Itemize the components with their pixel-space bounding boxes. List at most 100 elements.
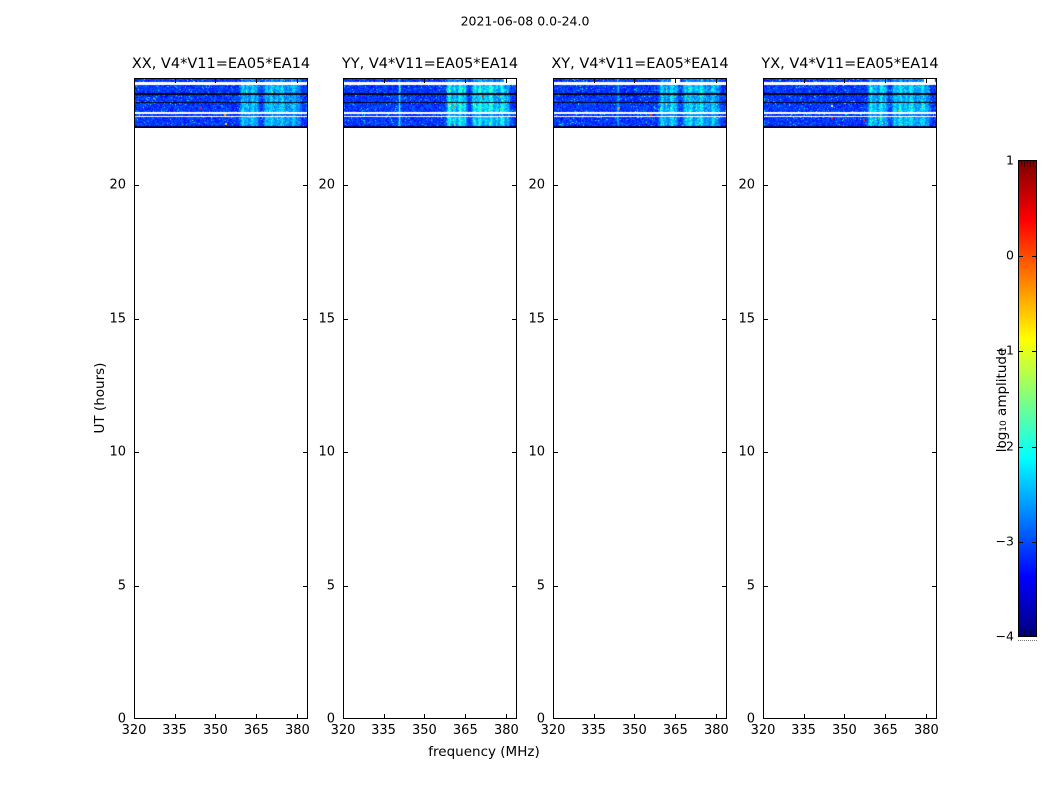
y-tick [554, 586, 558, 587]
x-tick [175, 714, 176, 718]
y-tick [344, 319, 348, 320]
x-tick-label: 350 [412, 723, 437, 738]
y-tick [303, 185, 307, 186]
x-tick [675, 79, 676, 83]
x-tick-label: 380 [703, 723, 729, 738]
y-tick-label: 10 [738, 444, 755, 460]
y-tick [932, 586, 936, 587]
x-tick-label: 335 [162, 723, 187, 738]
subplot-xy [553, 78, 727, 719]
y-tick [764, 319, 768, 320]
y-tick [512, 319, 516, 320]
x-tick-label: 320 [330, 723, 356, 738]
colorbar [1018, 160, 1037, 637]
x-tick [384, 79, 385, 83]
y-tick-label: 0 [326, 711, 335, 727]
x-tick [297, 714, 298, 718]
y-tick-label: 5 [746, 578, 755, 593]
x-tick-label: 380 [284, 723, 310, 738]
colorbar-tick [1019, 351, 1023, 352]
y-tick [303, 319, 307, 320]
x-tick [885, 79, 886, 83]
x-tick [926, 79, 927, 83]
y-tick [722, 586, 726, 587]
x-tick-label: 335 [581, 723, 606, 738]
x-tick [844, 79, 845, 83]
x-tick [594, 714, 595, 718]
x-tick [804, 79, 805, 83]
y-tick [344, 185, 348, 186]
y-tick-label: 15 [318, 311, 335, 326]
colorbar-tick-label: −2 [995, 438, 1014, 454]
x-tick [804, 714, 805, 718]
colorbar-tick [1019, 256, 1023, 257]
colorbar-tick-label: 1 [1006, 152, 1014, 168]
colorbar-label: log10 amplitude [994, 348, 1010, 453]
x-tick [424, 714, 425, 718]
y-tick-label: 10 [528, 444, 545, 460]
x-tick [634, 79, 635, 83]
y-tick-label: 10 [109, 444, 126, 460]
x-axis-label: frequency (MHz) [428, 744, 540, 760]
panel-title-xy: XY, V4*V11=EA05*EA14 [551, 56, 729, 72]
subplot-yy [343, 78, 517, 719]
y-tick-label: 0 [536, 711, 545, 727]
colorbar-bottom-dots [1018, 640, 1037, 641]
colorbar-hatch-top [1021, 161, 1034, 167]
spectrogram-canvas-yx [764, 79, 936, 128]
spectrogram-canvas-xx [135, 79, 307, 128]
y-tick [764, 452, 768, 453]
y-tick [135, 319, 139, 320]
x-tick [716, 79, 717, 83]
panel-title-yy: YY, V4*V11=EA05*EA14 [341, 56, 519, 72]
x-tick [506, 714, 507, 718]
figure-title: 2021-06-08 0.0-24.0 [460, 13, 590, 29]
x-tick-label: 365 [452, 723, 478, 738]
x-tick [256, 79, 257, 83]
x-tick-label: 380 [493, 723, 519, 738]
x-tick [424, 79, 425, 83]
x-tick-label: 335 [791, 723, 816, 738]
colorbar-tick [1032, 542, 1036, 543]
y-tick [512, 185, 516, 186]
x-tick [465, 79, 466, 83]
x-tick-label: 335 [371, 723, 396, 738]
x-tick [844, 714, 845, 718]
y-tick [554, 319, 558, 320]
x-tick-label: 350 [622, 723, 647, 738]
y-tick [512, 586, 516, 587]
x-tick-label: 365 [872, 723, 898, 738]
x-tick [634, 714, 635, 718]
x-tick [926, 714, 927, 718]
y-tick-label: 5 [117, 578, 126, 593]
colorbar-tick [1032, 447, 1036, 448]
y-tick-label: 20 [738, 177, 755, 193]
colorbar-tick [1032, 351, 1036, 352]
x-tick-label: 320 [750, 723, 776, 738]
colorbar-hatch-bottom [1021, 630, 1034, 636]
spectrogram-canvas-yy [344, 79, 516, 128]
y-tick [554, 185, 558, 186]
y-axis-label: UT (hours) [92, 362, 108, 434]
y-tick [764, 586, 768, 587]
x-tick [716, 714, 717, 718]
x-tick [297, 79, 298, 83]
colorbar-tick [1019, 447, 1023, 448]
colorbar-tick-label: −3 [995, 533, 1014, 549]
x-tick [885, 714, 886, 718]
y-tick [344, 452, 348, 453]
y-tick [554, 452, 558, 453]
x-tick-label: 365 [662, 723, 688, 738]
x-tick-label: 320 [540, 723, 566, 738]
x-tick-label: 365 [243, 723, 269, 738]
colorbar-tick [1032, 256, 1036, 257]
x-tick-label: 380 [913, 723, 939, 738]
y-tick [303, 452, 307, 453]
y-tick-label: 0 [746, 711, 755, 727]
x-tick [675, 714, 676, 718]
y-tick [932, 452, 936, 453]
y-tick-label: 20 [109, 177, 126, 193]
y-tick [135, 586, 139, 587]
y-tick [303, 586, 307, 587]
